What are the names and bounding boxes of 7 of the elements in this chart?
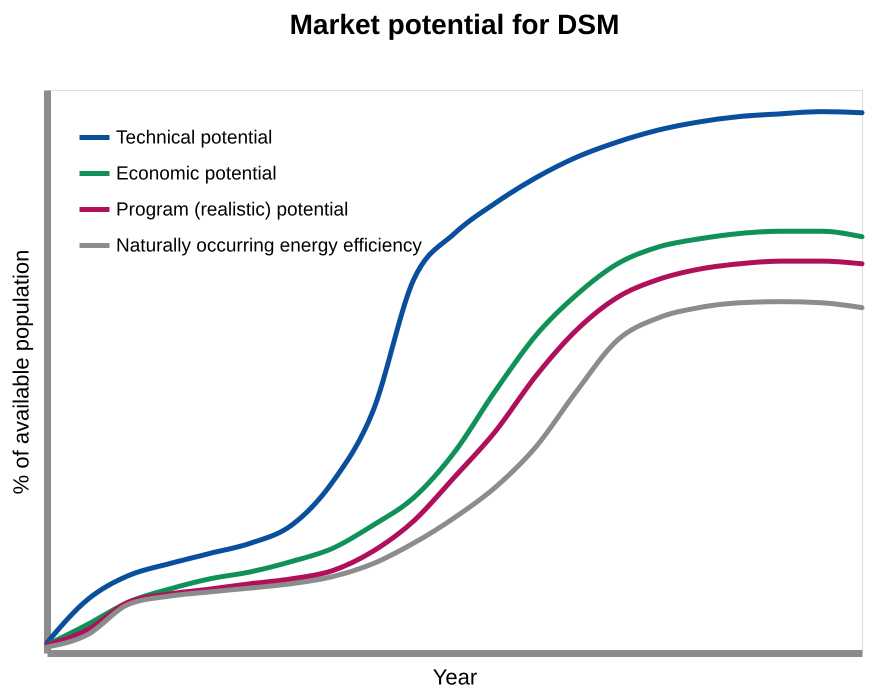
legend-label: Program (realistic) potential [116, 200, 348, 220]
legend-label: Technical potential [116, 128, 272, 148]
x-axis-title: Year [432, 664, 478, 690]
y-axis-title: % of available population [8, 250, 34, 494]
legend-label: Economic potential [116, 164, 277, 184]
chart-title: Market potential for DSM [290, 9, 620, 40]
legend-label: Naturally occurring energy efficiency [116, 236, 422, 256]
